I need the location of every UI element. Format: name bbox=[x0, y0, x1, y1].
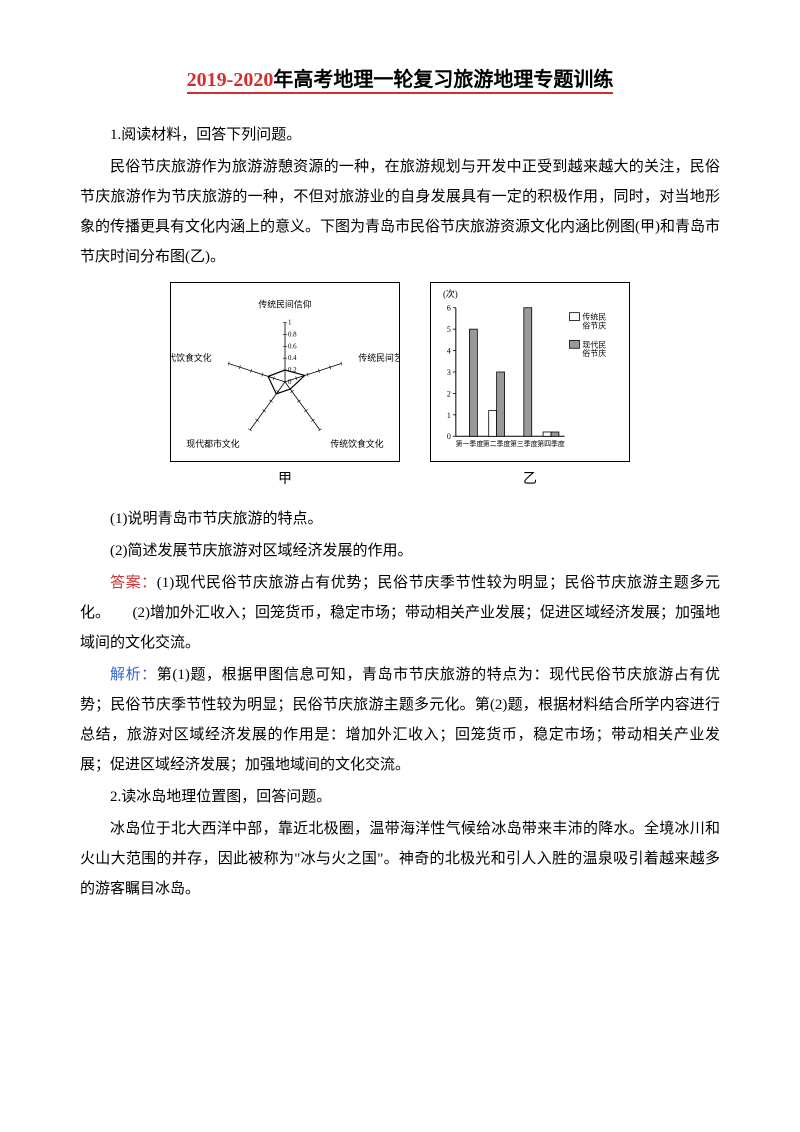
svg-text:0.8: 0.8 bbox=[288, 331, 297, 338]
q2-heading: 2.读冰岛地理位置图，回答问题。 bbox=[80, 782, 720, 812]
q1-sub1: (1)说明青岛市节庆旅游的特点。 bbox=[80, 504, 720, 534]
charts-container: 传统民间信仰传统民间艺术传统饮食文化现代都市文化现代饮食文化00.20.40.6… bbox=[80, 282, 720, 494]
svg-text:0.6: 0.6 bbox=[288, 343, 297, 350]
svg-text:传统民间艺术: 传统民间艺术 bbox=[358, 352, 400, 363]
q1-analysis: 解析：第(1)题，根据甲图信息可知，青岛市节庆旅游的特点为：现代民俗节庆旅游占有… bbox=[80, 660, 720, 780]
svg-text:现代都市文化: 现代都市文化 bbox=[186, 438, 239, 449]
svg-text:第三季度: 第三季度 bbox=[510, 439, 538, 448]
svg-text:传统民间信仰: 传统民间信仰 bbox=[258, 299, 311, 310]
answer-label: 答案： bbox=[110, 575, 157, 591]
radar-chart: 传统民间信仰传统民间艺术传统饮食文化现代都市文化现代饮食文化00.20.40.6… bbox=[170, 282, 400, 462]
svg-text:0.4: 0.4 bbox=[288, 355, 297, 362]
svg-text:现代民: 现代民 bbox=[582, 339, 606, 349]
answer-text: (1)现代民俗节庆旅游占有优势；民俗节庆季节性较为明显；民俗节庆旅游主题多元化。… bbox=[80, 575, 720, 651]
title-year: 2019-2020 bbox=[187, 69, 274, 94]
svg-text:第二季度: 第二季度 bbox=[483, 439, 511, 448]
title-text: 年高考地理一轮复习旅游地理专题训练 bbox=[273, 69, 613, 94]
svg-text:传统饮食文化: 传统饮食文化 bbox=[330, 438, 383, 449]
svg-text:1: 1 bbox=[288, 320, 292, 327]
document-title: 2019-2020年高考地理一轮复习旅游地理专题训练 bbox=[80, 60, 720, 100]
svg-text:0: 0 bbox=[288, 379, 292, 386]
svg-text:1: 1 bbox=[447, 411, 451, 420]
svg-text:3: 3 bbox=[447, 368, 451, 377]
svg-text:俗节庆: 俗节庆 bbox=[582, 320, 606, 330]
svg-text:第四季度: 第四季度 bbox=[537, 439, 565, 448]
svg-text:传统民: 传统民 bbox=[582, 312, 606, 322]
analysis-text: 第(1)题，根据甲图信息可知，青岛市节庆旅游的特点为：现代民俗节庆旅游占有优势；… bbox=[80, 667, 720, 773]
chart-a-wrapper: 传统民间信仰传统民间艺术传统饮食文化现代都市文化现代饮食文化00.20.40.6… bbox=[170, 282, 400, 494]
q1-heading: 1.阅读材料，回答下列问题。 bbox=[80, 120, 720, 150]
svg-text:0: 0 bbox=[447, 432, 451, 441]
analysis-label: 解析： bbox=[110, 667, 157, 683]
chart-b-label: 乙 bbox=[523, 466, 537, 494]
svg-text:第一季度: 第一季度 bbox=[456, 439, 484, 448]
svg-text:(次): (次) bbox=[443, 288, 458, 299]
svg-text:俗节庆: 俗节庆 bbox=[582, 348, 606, 358]
svg-text:4: 4 bbox=[447, 347, 451, 356]
chart-b-wrapper: (次)0123456第一季度第二季度第三季度第四季度传统民俗节庆现代民俗节庆 乙 bbox=[430, 282, 630, 494]
chart-a-label: 甲 bbox=[278, 466, 292, 494]
q2-context: 冰岛位于北大西洋中部，靠近北极圈，温带海洋性气候给冰岛带来丰沛的降水。全境冰川和… bbox=[80, 814, 720, 904]
q1-sub2: (2)简述发展节庆旅游对区域经济发展的作用。 bbox=[80, 536, 720, 566]
svg-text:6: 6 bbox=[447, 304, 451, 313]
svg-text:2: 2 bbox=[447, 389, 451, 398]
q1-context: 民俗节庆旅游作为旅游游憩资源的一种，在旅游规划与开发中正受到越来越大的关注，民俗… bbox=[80, 152, 720, 272]
q1-answer: 答案：(1)现代民俗节庆旅游占有优势；民俗节庆季节性较为明显；民俗节庆旅游主题多… bbox=[80, 568, 720, 658]
svg-text:现代饮食文化: 现代饮食文化 bbox=[170, 352, 212, 363]
svg-text:5: 5 bbox=[447, 325, 451, 334]
bar-chart: (次)0123456第一季度第二季度第三季度第四季度传统民俗节庆现代民俗节庆 bbox=[430, 282, 630, 462]
